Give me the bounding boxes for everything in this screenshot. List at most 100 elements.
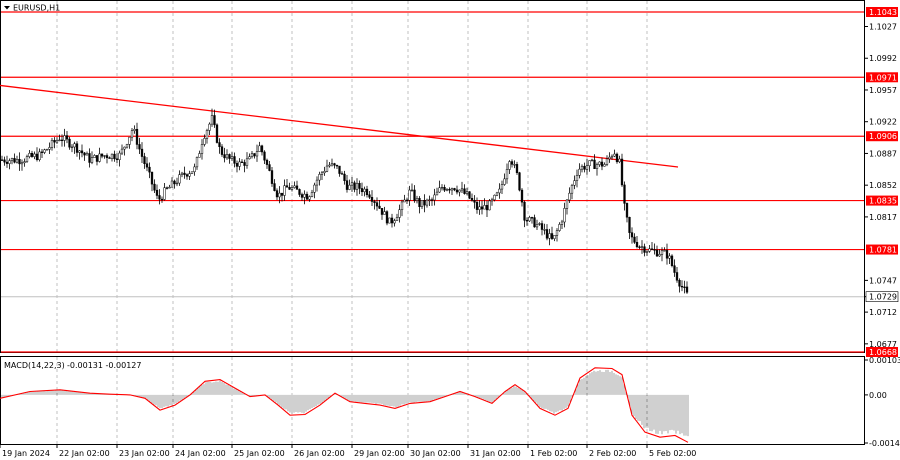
candle-body [440,187,444,189]
candle-body [145,163,149,168]
candle-body [680,285,684,288]
candle-body [395,217,399,221]
candle-body [460,188,464,191]
candle-body [203,138,206,145]
candle-body [623,184,626,204]
candle-body [293,185,296,188]
macd-signal-line [0,367,689,443]
candle-body [500,184,504,190]
candle-body [63,135,66,141]
trendline[interactable] [0,84,679,168]
candle-body [120,148,124,154]
price-tick-label: 1.0712 [869,308,897,317]
candle-body [20,162,24,165]
candle-body [490,199,494,202]
candle-body [523,201,526,221]
candle-body [33,153,36,157]
candle-body [495,192,499,196]
macd-tick-label: 0.00 [869,391,887,400]
candle-body [113,153,116,160]
candle-body [25,156,29,162]
candle-body [173,180,176,185]
candle-body [55,140,59,143]
candle-body [10,158,14,161]
candle-body [205,130,209,139]
symbol-title[interactable]: EURUSD,H1 [4,4,60,13]
dropdown-triangle-icon[interactable] [4,6,10,10]
candle-body [273,183,276,191]
candle-body [5,161,9,164]
time-tick-label: 2 Feb 02:00 [589,449,636,458]
candle-body [260,145,264,153]
candle-body [80,150,84,154]
candle-body [115,158,119,160]
price-tick-label: 1.0729 [869,293,897,302]
trendline-group[interactable] [0,84,679,168]
candle-body [473,200,476,203]
candle-body [665,250,669,259]
candle-body [13,158,16,163]
macd-tick-label: 0.00103 [869,356,900,365]
candle-body [303,193,306,198]
candle-body [178,174,181,184]
candle-body [295,185,299,190]
candle-body [425,199,429,206]
candle-body [580,165,584,170]
candle-body [340,173,344,175]
candle-body [465,191,469,194]
time-tick-label: 26 Jan 02:00 [294,449,345,458]
candle-body [148,166,151,173]
candle-body [230,156,234,159]
level-label-box [866,347,898,357]
candle-body [343,173,346,181]
candle-body [553,235,556,239]
candle-body [555,230,559,236]
candle-body [368,194,371,198]
candle-body [675,272,679,281]
candle-body [335,164,339,167]
candle-body [15,158,19,163]
candle-body [610,155,614,158]
time-tick-label: 1 Feb 02:00 [530,449,577,458]
candle-body [288,187,291,190]
candle-body [168,186,171,189]
candle-body [170,180,174,188]
candle-body [420,200,424,207]
candle-body [85,153,89,156]
candle-body [88,153,91,163]
candle-body [600,161,604,167]
horizontal-levels[interactable] [1,11,864,353]
candle-body [308,196,311,200]
candle-body [143,156,146,164]
time-tick-label: 31 Jan 02:00 [470,449,521,458]
candle-body [355,183,359,190]
candle-body [573,180,576,186]
candle-body [498,188,501,194]
candle-body [213,115,216,126]
time-tick-label: 30 Jan 02:00 [410,449,461,458]
candle-body [618,158,621,163]
candle-body [620,158,624,186]
candle-body [180,172,184,175]
candle-body [393,220,396,224]
candle-body [405,199,409,202]
candle-body [670,255,674,266]
price-tick-label: 1.0957 [869,86,897,95]
candle-body [270,170,274,184]
candle-body [153,183,156,191]
candle-body [185,174,189,177]
candle-body [493,194,496,201]
candle-body [645,251,649,253]
candle-body [60,139,64,142]
candle-body [545,229,549,239]
candle-body [278,192,281,198]
time-tick-label: 5 Feb 02:00 [649,449,696,458]
candle-body [263,151,266,161]
candle-body [248,156,251,160]
candle-body [258,145,261,152]
candle-body [413,189,416,201]
price-tick-label: 1.0852 [869,181,897,190]
candle-body [430,199,434,201]
candle-body [228,154,231,159]
